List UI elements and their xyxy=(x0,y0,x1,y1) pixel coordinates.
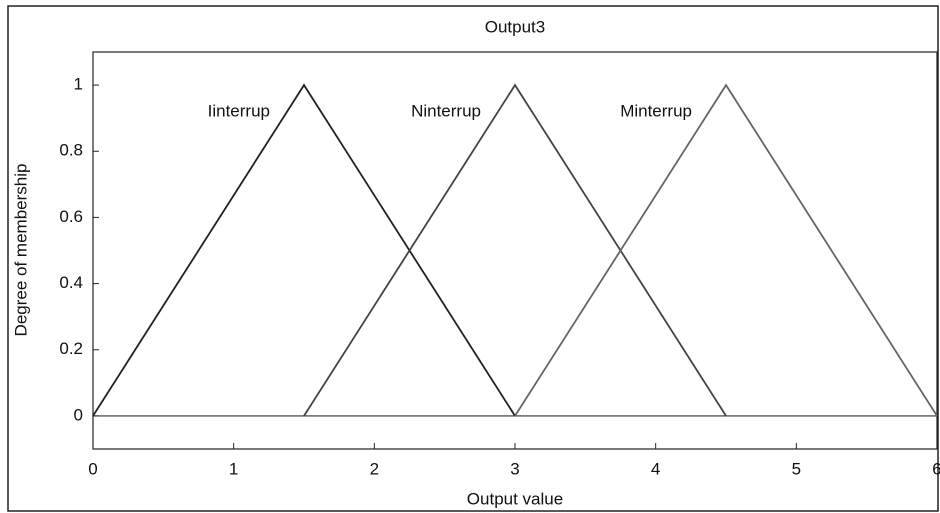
y-tick-label: 0.4 xyxy=(59,273,83,292)
x-tick-label: 0 xyxy=(88,459,97,478)
y-tick-label: 1 xyxy=(74,75,83,94)
x-tick-label: 1 xyxy=(229,459,238,478)
x-tick-label: 4 xyxy=(651,459,660,478)
y-tick-label: 0.6 xyxy=(59,207,83,226)
x-tick-label: 3 xyxy=(510,459,519,478)
x-tick-label: 2 xyxy=(370,459,379,478)
series-label: Minterrup xyxy=(620,102,692,121)
y-tick-label: 0 xyxy=(74,405,83,424)
y-tick-label: 0.2 xyxy=(59,339,83,358)
chart-title: Output3 xyxy=(485,17,546,36)
membership-line xyxy=(92,83,516,417)
outer-frame xyxy=(7,5,939,512)
membership-line xyxy=(514,83,938,417)
x-tick-label: 5 xyxy=(792,459,801,478)
x-tick-label: 6 xyxy=(932,459,940,478)
x-axis-label: Output value xyxy=(467,489,563,508)
y-axis-label: Degree of membership xyxy=(11,164,30,337)
y-tick-label: 0.8 xyxy=(59,141,83,160)
series-label: Ninterrup xyxy=(411,102,481,121)
membership-line xyxy=(303,83,727,417)
series-label: Iinterrup xyxy=(208,102,270,121)
